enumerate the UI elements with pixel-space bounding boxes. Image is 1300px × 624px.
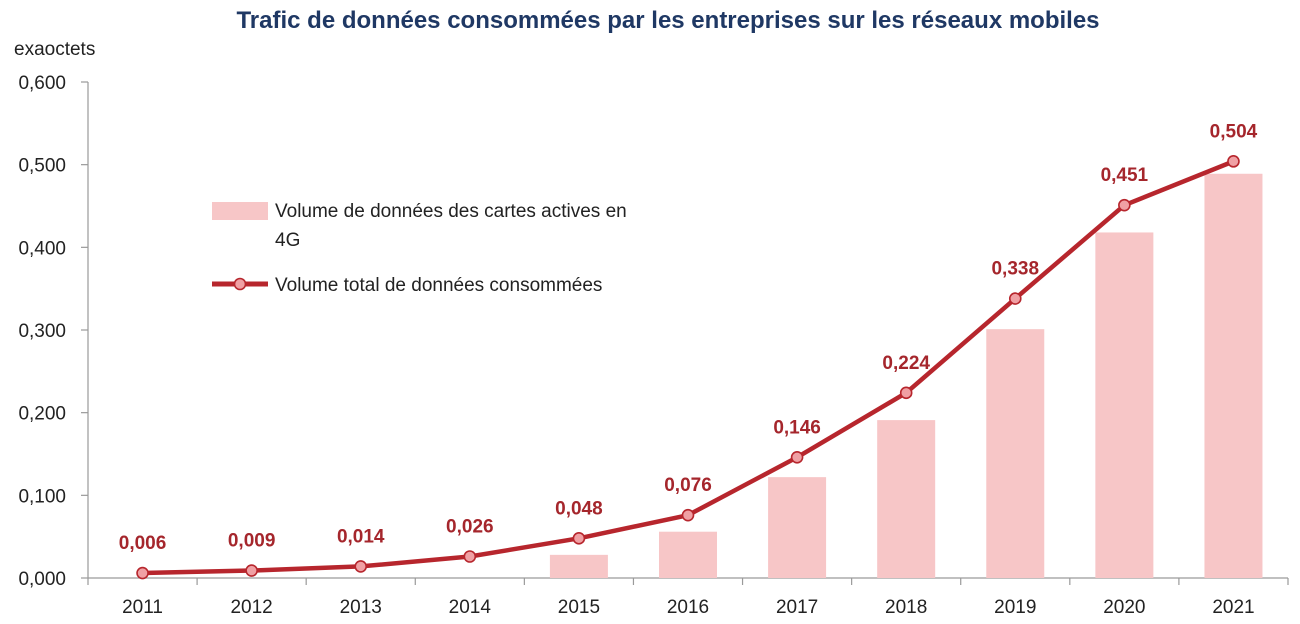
data-label: 0,338 [991, 259, 1039, 280]
bar [659, 531, 717, 578]
line-series [136, 155, 1240, 580]
y-tick-label: 0,200 [18, 404, 66, 425]
data-label: 0,014 [337, 526, 385, 547]
data-label: 0,451 [1101, 165, 1149, 186]
y-axis-unit-label: exaoctets [14, 39, 95, 60]
legend-line-marker [233, 277, 247, 291]
x-tick-label: 2014 [449, 597, 492, 618]
legend-line-label: Volume total de données consommées [275, 275, 602, 296]
bar [877, 420, 936, 578]
bar [986, 329, 1045, 578]
x-tick-label: 2018 [885, 597, 927, 618]
line-point [790, 451, 804, 464]
x-tick-label: 2017 [776, 597, 818, 618]
line-point [463, 550, 477, 563]
x-tick-label: 2016 [667, 597, 709, 618]
legend: Volume de données des cartes actives en … [212, 201, 627, 296]
data-label: 0,224 [882, 353, 930, 374]
line-point [136, 566, 149, 580]
x-tick-label: 2020 [1103, 597, 1145, 618]
line-point [245, 564, 258, 577]
bar [768, 477, 827, 578]
data-label: 0,146 [773, 417, 821, 438]
data-label: 0,076 [664, 475, 712, 496]
bar [1095, 232, 1154, 578]
x-tick-label: 2021 [1212, 597, 1254, 618]
bar [549, 554, 608, 578]
legend-bar-swatch [212, 202, 268, 220]
line-point [354, 560, 368, 573]
y-axis: 0,000 0,100 0,200 0,300 0,400 0,500 0,600 [18, 73, 89, 590]
line-point [1227, 155, 1240, 168]
x-tick-label: 2015 [558, 597, 600, 618]
line-point [681, 508, 695, 522]
x-axis: 2011 2012 2013 2014 2015 2016 2017 2018 2019 2020… [87, 577, 1289, 618]
chart-title: Trafic de données consommées par les ent… [236, 7, 1099, 34]
y-tick-label: 0,500 [18, 156, 66, 177]
data-label: 0,026 [446, 517, 494, 538]
x-tick-label: 2019 [994, 597, 1036, 618]
y-tick-label: 0,100 [18, 486, 66, 507]
line-point [1008, 292, 1022, 305]
x-tick-label: 2013 [340, 597, 382, 618]
x-tick-label: 2011 [122, 597, 163, 618]
bar [1204, 173, 1263, 578]
y-tick-label: 0,400 [18, 238, 66, 259]
legend-bar-label-line1: Volume de données des cartes actives en [275, 201, 627, 222]
y-tick-label: 0,600 [18, 73, 66, 94]
data-label: 0,048 [555, 498, 603, 519]
y-tick-label: 0,000 [18, 569, 66, 590]
line-point [899, 386, 913, 400]
data-labels: 0,006 0,009 0,014 0,026 0,048 0,076 0,146 0,224… [119, 121, 1258, 554]
line-point [1118, 198, 1131, 212]
data-label: 0,504 [1210, 121, 1258, 142]
y-tick-label: 0,300 [18, 321, 66, 342]
data-label: 0,009 [228, 531, 276, 552]
bar-series [549, 173, 1263, 578]
data-label: 0,006 [119, 533, 167, 554]
x-tick-label: 2012 [230, 597, 272, 618]
line-point [572, 532, 586, 545]
legend-bar-label-line2: 4G [275, 230, 300, 251]
